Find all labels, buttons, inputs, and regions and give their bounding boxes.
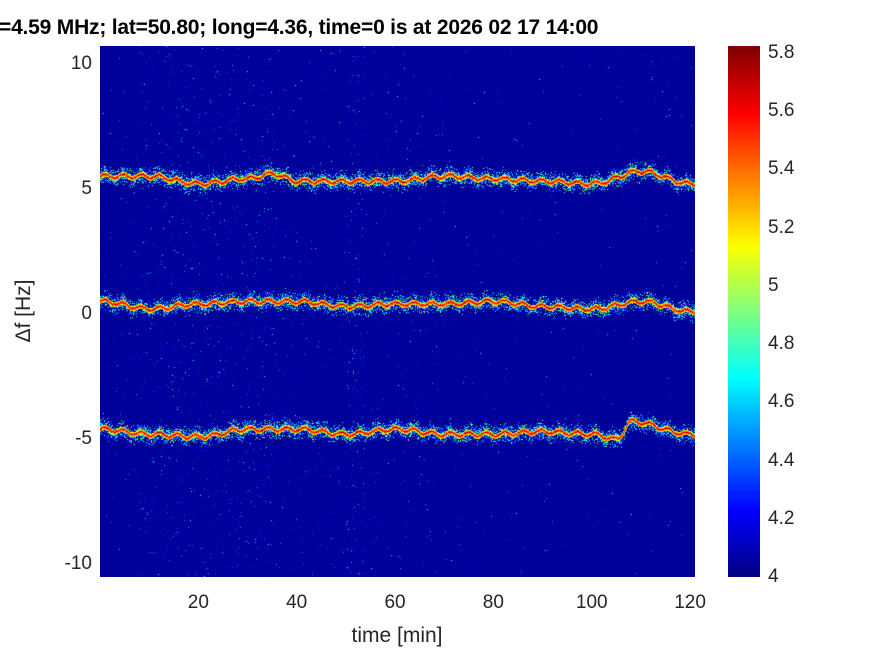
y-tick-label: 0 [81,303,92,324]
colorbar-tick-label: 5.2 [768,216,795,238]
colorbar-tick-label: 5 [768,274,779,296]
colorbar-tick-label: 4.6 [768,391,795,413]
colorbar-tick-label: 4.8 [768,333,795,355]
chart-title: =4.59 MHz; lat=50.80; long=4.36, time=0 … [0,16,599,39]
y-tick-label: -5 [75,428,92,450]
y-tick-label: 10 [70,52,92,74]
colorbar-tick-label: 5.4 [768,158,795,180]
spectrogram-heatmap [100,46,695,577]
colorbar-tick-label: 4.2 [768,507,795,529]
y-tick-label: -10 [64,553,92,575]
colorbar [728,46,760,577]
x-tick-label: 60 [384,592,406,613]
colorbar-tick-label: 5.6 [768,100,795,122]
x-tick-label: 20 [187,592,209,613]
colorbar-tick-label: 4.4 [768,449,795,471]
x-tick-label: 40 [286,592,308,613]
x-tick-label: 80 [482,592,504,613]
colorbar-tick-label: 4 [768,566,779,587]
x-tick-label: 100 [575,592,608,613]
y-tick-label: 5 [81,177,92,199]
x-tick-label: 120 [674,592,706,613]
colorbar-tick-label: 5.8 [768,42,795,63]
x-axis-label: time [min] [351,624,443,647]
